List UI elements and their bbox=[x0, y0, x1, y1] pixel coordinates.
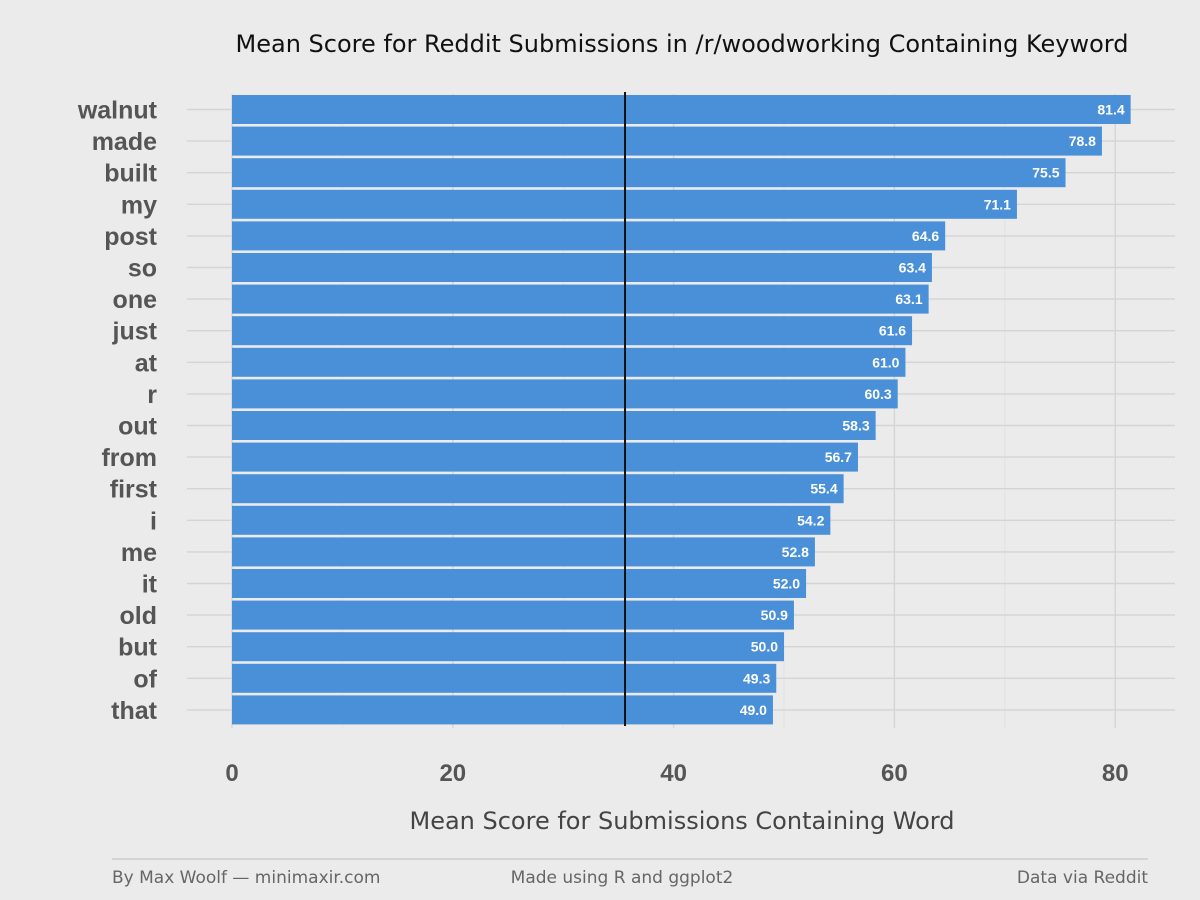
x-tick-label: 0 bbox=[225, 760, 238, 787]
bar bbox=[232, 221, 946, 251]
bar-value-label: 60.3 bbox=[864, 386, 891, 402]
bar-value-label: 81.4 bbox=[1097, 102, 1124, 118]
x-axis-ticks: 0 20 40 60 80 bbox=[225, 760, 1128, 787]
bar-value-label: 52.8 bbox=[782, 544, 809, 560]
category-label: but bbox=[118, 634, 158, 662]
bar bbox=[232, 442, 858, 472]
bar-value-label: 61.0 bbox=[872, 354, 899, 370]
bar-value-label: 54.2 bbox=[797, 512, 824, 528]
bar bbox=[232, 126, 1102, 156]
x-axis-label: Mean Score for Submissions Containing Wo… bbox=[409, 807, 954, 835]
footer-source: Data via Reddit bbox=[1017, 868, 1148, 888]
bar bbox=[232, 379, 898, 409]
category-label: just bbox=[112, 318, 158, 346]
category-label: built bbox=[104, 160, 157, 188]
x-tick-label: 40 bbox=[660, 760, 687, 787]
bar bbox=[232, 253, 932, 282]
bar-value-label: 56.7 bbox=[825, 449, 852, 465]
bar bbox=[232, 284, 929, 314]
bar-value-label: 58.3 bbox=[842, 418, 869, 434]
bar-value-label: 52.0 bbox=[773, 576, 800, 592]
category-label: at bbox=[135, 349, 158, 377]
category-label: r bbox=[147, 381, 157, 409]
bar-value-label: 55.4 bbox=[810, 481, 837, 497]
x-tick-label: 20 bbox=[439, 760, 466, 787]
bar-value-label: 78.8 bbox=[1069, 133, 1096, 149]
bar-value-label: 64.6 bbox=[912, 228, 939, 244]
bar-value-labels: 81.478.8 75.5 71.1 64.6 63.4 63.1 61.6 61.0 60.3… bbox=[740, 102, 1125, 718]
footer-tool: Made using R and ggplot2 bbox=[511, 868, 734, 888]
bar bbox=[232, 600, 794, 630]
category-label: made bbox=[92, 128, 157, 156]
footer-credit: By Max Woolf — minimaxir.com bbox=[112, 868, 381, 888]
bar-value-label: 50.9 bbox=[761, 607, 788, 623]
bar bbox=[232, 316, 913, 346]
bar-value-label: 49.0 bbox=[740, 702, 767, 718]
bar bbox=[232, 569, 807, 598]
category-label: old bbox=[120, 602, 158, 630]
category-label: walnut bbox=[77, 97, 158, 125]
bars bbox=[232, 95, 1131, 725]
bar bbox=[232, 347, 906, 377]
category-label: one bbox=[113, 286, 158, 314]
bar-value-label: 50.0 bbox=[751, 639, 778, 655]
category-label: my bbox=[121, 191, 157, 219]
category-label: post bbox=[104, 223, 157, 251]
chart-title: Mean Score for Reddit Submissions in /r/… bbox=[236, 30, 1129, 58]
category-label: of bbox=[133, 665, 157, 693]
category-label: it bbox=[142, 571, 158, 599]
bar-value-label: 61.6 bbox=[879, 323, 906, 339]
bar bbox=[232, 474, 844, 504]
bar bbox=[232, 632, 784, 662]
bar-value-label: 63.1 bbox=[895, 291, 922, 307]
x-tick-label: 80 bbox=[1102, 760, 1129, 787]
bar bbox=[232, 505, 831, 535]
bar bbox=[232, 537, 815, 567]
bar bbox=[232, 695, 773, 725]
category-label: first bbox=[110, 476, 158, 504]
category-label: me bbox=[121, 539, 157, 567]
bar bbox=[232, 158, 1066, 188]
x-tick-label: 60 bbox=[881, 760, 908, 787]
bar bbox=[232, 411, 876, 440]
category-label: from bbox=[101, 444, 157, 472]
category-label: i bbox=[150, 507, 157, 535]
bar-value-label: 63.4 bbox=[899, 260, 926, 276]
category-label: out bbox=[118, 413, 158, 441]
bar-value-label: 75.5 bbox=[1032, 165, 1059, 181]
bar bbox=[232, 95, 1131, 124]
bar-value-label: 71.1 bbox=[984, 196, 1011, 212]
category-label: that bbox=[111, 697, 158, 725]
bar bbox=[232, 663, 777, 693]
category-label: so bbox=[128, 255, 157, 283]
category-labels: walnut made built my post so one just at r out from… bbox=[77, 97, 158, 725]
bar-value-label: 49.3 bbox=[743, 670, 770, 686]
